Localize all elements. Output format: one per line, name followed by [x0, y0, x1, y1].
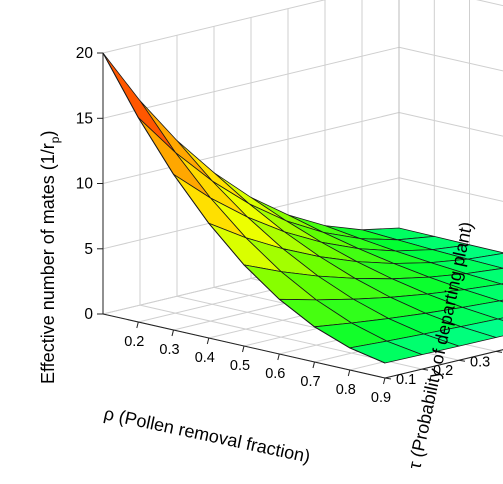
y-tick-label: 0.1 — [396, 372, 416, 388]
x-tick-label: 0.7 — [300, 374, 320, 390]
x-tick-label: 0.5 — [230, 358, 250, 374]
x-tick-mark — [136, 321, 139, 329]
y-tick-label: 0.2 — [433, 363, 453, 379]
back-wall-gridline — [398, 177, 503, 202]
x-tick-label: 0.6 — [265, 366, 285, 382]
z-tick-label: 5 — [84, 241, 93, 258]
x-tick-mark — [347, 369, 351, 377]
back-wall-gridline — [398, 112, 503, 137]
surface-layer — [102, 52, 503, 364]
y-axis-line — [384, 349, 503, 379]
x-tick-mark — [312, 361, 315, 369]
x-axis-label: ρ (Pollen removal fraction) — [102, 403, 312, 466]
z-axis-label: Effective number of mates (1/rp) — [38, 131, 62, 384]
x-tick-mark — [206, 337, 210, 345]
x-tick-label: 0.8 — [336, 382, 356, 398]
y-tick-label: 0.3 — [470, 354, 490, 370]
z-tick-label: 10 — [76, 176, 94, 193]
back-wall-gridline — [398, 46, 503, 72]
x-tick-label: 0.3 — [159, 342, 179, 358]
x-tick-mark — [242, 345, 245, 353]
z-tick-label: 20 — [76, 45, 94, 62]
surface-cell — [102, 52, 176, 153]
y-tick-mark — [421, 368, 429, 371]
x-tick-label: 0.4 — [195, 350, 215, 366]
y-tick-mark — [384, 377, 392, 380]
z-tick-label: 0 — [84, 306, 93, 323]
surface-front-edge — [102, 52, 386, 364]
x-tick-mark — [171, 329, 174, 337]
y-tick-mark — [458, 359, 466, 362]
back-wall-gridline — [476, 0, 503, 7]
axis-layer: 0 5 10 15 20 0.2 0.3 0.4 0.5 0.6 0.7 0.8 0.9 0.1 0.2 0.… — [76, 0, 503, 406]
x-tick-label: 0.2 — [124, 334, 144, 350]
x-tick-label: 0.9 — [371, 390, 391, 406]
x-tick-mark — [383, 377, 386, 385]
z-tick-label: 15 — [76, 110, 93, 127]
y-tick-mark — [495, 350, 503, 353]
x-tick-mark — [277, 353, 280, 361]
surface-cell — [137, 117, 211, 199]
